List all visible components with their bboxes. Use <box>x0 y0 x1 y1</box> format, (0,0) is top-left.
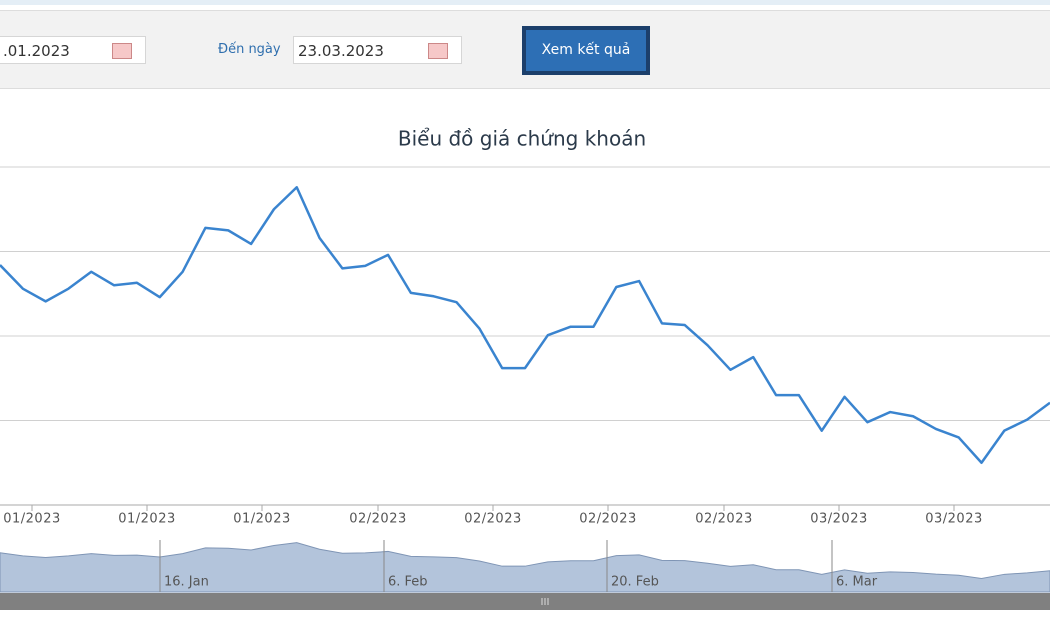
form-bar: .01.2023 Đến ngày 23.03.2023 Xem kết quả <box>0 10 1050 89</box>
scrollbar-grip[interactable] <box>541 598 549 605</box>
x-tick-label: 02/2023 <box>579 512 637 527</box>
calendar-icon[interactable] <box>112 43 132 59</box>
x-tick-label: 01/2023 <box>3 512 61 527</box>
from-date: .01.2023 <box>3 42 70 60</box>
x-tick-label: 02/2023 <box>349 512 407 527</box>
scrollbar[interactable] <box>0 593 1050 610</box>
submit-button[interactable]: Xem kết quả <box>522 26 650 75</box>
x-tick-label: 01/2023 <box>233 512 291 527</box>
to-label: Đến ngày <box>218 42 281 57</box>
chart-title: Biểu đồ giá chứng khoán <box>398 127 646 151</box>
calendar-icon[interactable] <box>428 43 448 59</box>
x-tick-label: 03/2023 <box>925 512 983 527</box>
navigator-label: 20. Feb <box>611 575 659 590</box>
x-tick-label: 02/2023 <box>464 512 522 527</box>
x-tick-label: 03/2023 <box>810 512 868 527</box>
navigator-label: 6. Mar <box>836 575 878 590</box>
navigator-label: 6. Feb <box>388 575 428 590</box>
price-line <box>0 186 1050 464</box>
x-tick-label: 02/2023 <box>695 512 753 527</box>
to-date-input[interactable]: 23.03.2023 <box>293 36 462 64</box>
navigator-area <box>0 542 1050 593</box>
navigator-label: 16. Jan <box>164 575 209 590</box>
from-date-input[interactable]: .01.2023 <box>0 36 146 64</box>
top-strip <box>0 0 1050 5</box>
x-tick-label: 01/2023 <box>118 512 176 527</box>
to-date: 23.03.2023 <box>298 42 384 60</box>
